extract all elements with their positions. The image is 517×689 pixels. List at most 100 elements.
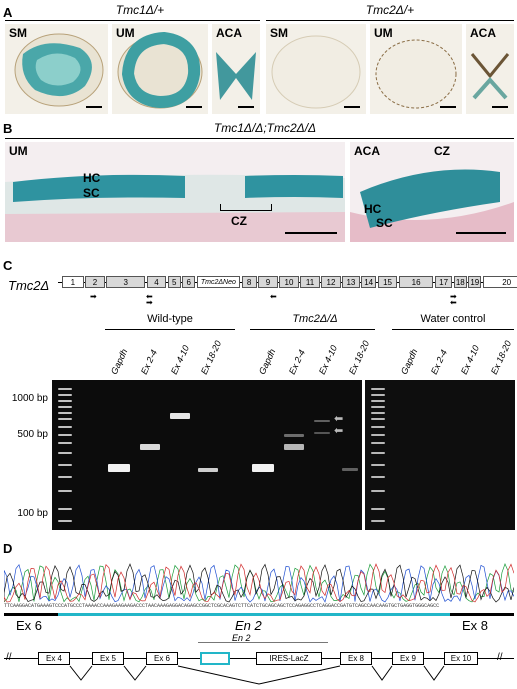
panel-a-right-header: Tmc2Δ/+ xyxy=(365,3,415,17)
tile-a1-image xyxy=(14,33,104,107)
gene-label: Tmc2Δ xyxy=(8,278,50,293)
tile-a5-image xyxy=(375,39,457,109)
panel-label-d: D xyxy=(3,541,13,556)
lane-label: Ex 2-4 xyxy=(138,348,159,376)
lane-label: Ex 2-4 xyxy=(428,348,449,376)
ladder-band xyxy=(58,434,72,436)
ladder-band xyxy=(58,400,72,402)
chromatogram-trace xyxy=(4,563,514,603)
tile-a4-label: SM xyxy=(270,26,288,40)
panel-label-b: B xyxy=(3,121,13,136)
water-ladder-band xyxy=(371,442,385,444)
seg-ex6-bar xyxy=(4,613,58,616)
band-wt-ex18-20 xyxy=(198,468,218,472)
tile-a5-label: UM xyxy=(374,26,393,40)
en2-box-title: En 2 xyxy=(232,633,251,643)
lane-label: Ex 4-10 xyxy=(316,343,340,376)
gene-exon-3: 3 xyxy=(106,276,146,288)
label-hc-right: HC xyxy=(364,202,382,216)
construct-ex5: Ex 5 xyxy=(92,652,124,665)
construct-ex9: Ex 9 xyxy=(392,652,424,665)
tile-a3-label: ACA xyxy=(216,26,242,40)
water-ladder-band xyxy=(371,434,385,436)
lane-label: Ex 18-20 xyxy=(488,339,514,376)
band-ko-gapdh xyxy=(252,464,274,472)
primer-arrow-icon: ⬅ xyxy=(146,292,153,301)
water-ladder-band xyxy=(371,400,385,402)
construct-ex10: Ex 10 xyxy=(444,652,478,665)
ladder-band xyxy=(58,426,72,428)
gene-exon-18: 18 xyxy=(453,276,467,288)
gene-exon-1: 1 xyxy=(62,276,84,288)
band-ko-ex2-4 xyxy=(284,444,304,450)
construct-ex8: Ex 8 xyxy=(340,652,372,665)
panel-label-a: A xyxy=(3,5,13,20)
tile-a3-aca: ACA xyxy=(212,24,260,114)
tile-b-cz-label: CZ xyxy=(434,144,450,158)
tile-a1-sm: SM xyxy=(5,24,108,114)
gene-exon-4: 4 xyxy=(146,276,167,288)
splice-lines xyxy=(69,665,445,685)
water-ladder-band xyxy=(371,452,385,454)
tile-a1-scalebar xyxy=(86,106,102,108)
construct-ex6: Ex 6 xyxy=(146,652,178,665)
water-ladder-band xyxy=(371,394,385,396)
gene-exon-5: 5 xyxy=(167,276,181,288)
gene-exon-2: 2 xyxy=(85,276,105,288)
gel-main-bands: ⬅⬅ xyxy=(58,388,358,522)
gel-arrow-icon: ⬅ xyxy=(334,413,343,425)
tile-b-um: UM HC SC CZ xyxy=(5,142,345,242)
gene-exon-16: 16 xyxy=(398,276,434,288)
panel-b-rule xyxy=(5,138,514,139)
ladder-band xyxy=(58,394,72,396)
primer-arrow-icon: ➡ xyxy=(146,298,153,307)
lane-label: Ex 18-20 xyxy=(198,339,224,376)
panel-label-c: C xyxy=(3,258,13,273)
water-ladder-band xyxy=(371,476,385,478)
chromatogram-trace xyxy=(4,563,514,603)
en2-overline xyxy=(198,642,328,643)
tile-a2-um: UM xyxy=(112,24,208,114)
gel-water xyxy=(365,380,515,530)
tile-b-um-label: UM xyxy=(9,144,28,158)
tile-a4-sm: SM xyxy=(266,24,366,114)
gene-exon-19: 19 xyxy=(468,276,482,288)
marker-100: 100 bp xyxy=(17,508,48,519)
lane-label: Gapdh xyxy=(108,347,130,376)
ladder-band xyxy=(58,412,72,414)
ladder-band xyxy=(58,442,72,444)
tile-a5-scalebar xyxy=(440,106,456,108)
water-ladder-band xyxy=(371,490,385,492)
construct-ex4: Ex 4 xyxy=(38,652,70,665)
water-ladder-band xyxy=(371,508,385,510)
tile-a2-scalebar xyxy=(186,106,202,108)
tile-a2-label: UM xyxy=(116,26,135,40)
ladder-band xyxy=(58,406,72,408)
gene-exon-13: 13 xyxy=(342,276,360,288)
group-tmc2: Tmc2Δ/Δ xyxy=(292,313,338,325)
gel-main: ⬅ ⬅ xyxy=(52,380,362,530)
label-sc-right: SC xyxy=(376,216,393,230)
water-ladder-band xyxy=(371,412,385,414)
water-ladder-band xyxy=(371,464,385,466)
lane-label: Gapdh xyxy=(256,347,278,376)
primer-arrow-icon: ➡ xyxy=(450,292,457,301)
ladder-band xyxy=(58,520,72,522)
label-sc: SC xyxy=(83,186,100,200)
ladder-band xyxy=(58,476,72,478)
group-wild-type: Wild-type xyxy=(147,313,193,325)
gene-exon-11: 11 xyxy=(300,276,320,288)
gene-exon-8: 8 xyxy=(241,276,257,288)
primer-arrow-icon: ⬅ xyxy=(270,292,277,301)
band-ko-ex4-10-b xyxy=(314,432,330,434)
band-wt-ex2-4 xyxy=(140,444,160,450)
water-ladder-band xyxy=(371,520,385,522)
gene-exon-15: 15 xyxy=(377,276,398,288)
lane-label: Ex 4-10 xyxy=(168,343,192,376)
break-left: // xyxy=(6,652,12,663)
tile-a5-um: UM xyxy=(370,24,462,114)
marker-1000: 1000 bp xyxy=(11,393,48,404)
lane-label: Ex 4-10 xyxy=(458,343,482,376)
chromatogram xyxy=(4,563,514,603)
label-cz: CZ xyxy=(231,214,247,228)
